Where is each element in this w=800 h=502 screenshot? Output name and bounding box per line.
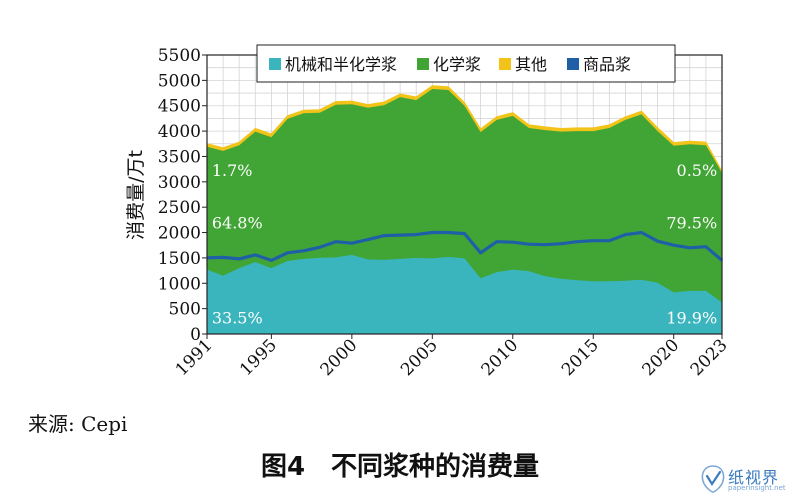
share-annotation: 64.8% <box>212 213 263 232</box>
y-tick-label: 2500 <box>158 198 201 218</box>
y-tick-label: 0 <box>190 325 201 345</box>
legend-swatch <box>499 58 511 70</box>
y-axis-ticks: 0 500 1000 1500 2000 2500 3000 3500 4000 4500 5000… <box>158 46 207 345</box>
paperinsight-logo-icon <box>701 465 725 493</box>
area-series-0 <box>207 254 722 334</box>
line-series-layer <box>206 230 724 262</box>
x-tick-label: 2023 <box>687 335 732 380</box>
legend-label: 商品浆 <box>583 55 631 74</box>
x-tick-label: 2000 <box>317 335 362 380</box>
x-tick-label: 2010 <box>478 335 523 380</box>
y-tick-label: 1500 <box>158 249 201 269</box>
stacked-area-layers <box>206 85 723 334</box>
y-tick-label: 4000 <box>158 122 201 142</box>
y-tick-label: 4500 <box>158 97 201 117</box>
line-series-0 <box>206 230 724 262</box>
y-tick-label: 3000 <box>158 173 201 193</box>
legend-label: 其他 <box>515 55 547 74</box>
area-edge-2 <box>206 85 723 172</box>
legend-box <box>256 44 676 83</box>
watermark-text: 纸视界 <box>728 468 780 487</box>
legend-swatch <box>269 58 281 70</box>
y-tick-label: 500 <box>169 300 201 320</box>
y-axis-label: 消费量/万t <box>125 150 147 240</box>
share-annotation: 1.7% <box>212 161 253 180</box>
y-tick-label: 5000 <box>158 71 201 91</box>
x-tick-label: 1995 <box>236 335 281 380</box>
chart-legend: 机械和半化学浆 化学浆 其他 商品浆 <box>256 44 676 83</box>
watermark-subtext: paperinsight.net <box>728 484 786 492</box>
x-tick-label: 2020 <box>639 335 684 380</box>
watermark: 纸视界 paperinsight.net <box>700 462 796 498</box>
share-annotation: 19.9% <box>666 308 717 327</box>
x-tick-label: 2005 <box>397 335 442 380</box>
legend-label: 化学浆 <box>433 55 481 74</box>
share-annotation: 33.5% <box>212 308 263 327</box>
figure-caption: 图4 不同浆种的消费量 <box>260 452 540 482</box>
share-annotations: 1.7% 64.8% 33.5% 0.5% 79.5% 19.9% <box>212 161 717 327</box>
y-tick-label: 2000 <box>158 224 201 244</box>
x-tick-label: 2015 <box>558 335 603 380</box>
y-tick-label: 3500 <box>158 147 201 167</box>
area-series-1 <box>207 89 722 303</box>
y-tick-label: 5500 <box>158 46 201 66</box>
x-axis-ticks: 1991 1995 2000 2005 2010 2015 2020 2023 <box>172 334 732 380</box>
legend-swatch <box>417 58 429 70</box>
consumption-area-chart: 0 500 1000 1500 2000 2500 3000 3500 4000 4500 5000… <box>125 44 732 380</box>
y-tick-label: 1000 <box>158 274 201 294</box>
legend-label: 机械和半化学浆 <box>285 55 397 74</box>
share-annotation: 79.5% <box>666 213 717 232</box>
share-annotation: 0.5% <box>677 161 718 180</box>
source-note: 来源: Cepi <box>28 412 128 436</box>
legend-swatch <box>567 58 579 70</box>
